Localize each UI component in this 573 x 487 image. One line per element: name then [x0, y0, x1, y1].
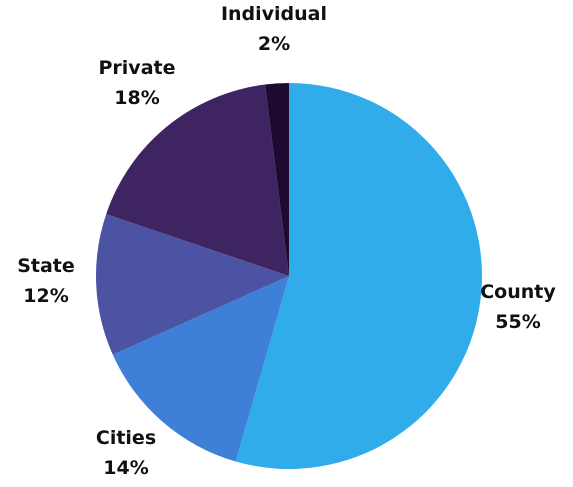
slice-value-private: 18%	[114, 87, 159, 109]
slice-state	[96, 214, 290, 355]
slice-label-private: Private	[99, 57, 176, 79]
slice-label-state: State	[17, 255, 75, 277]
slice-county	[235, 83, 482, 469]
slice-cities	[112, 276, 290, 462]
slice-label-county: County	[480, 281, 556, 303]
pie-labels: County 55% Cities 14% State 12% Private 18% Indi…	[17, 3, 556, 479]
slice-value-cities: 14%	[103, 457, 148, 479]
slice-label-cities: Cities	[96, 427, 156, 449]
slice-value-individual: 2%	[258, 33, 290, 55]
slice-individual	[265, 83, 289, 276]
pie-slices	[96, 83, 482, 469]
slice-value-county: 55%	[495, 311, 540, 333]
slice-label-individual: Individual	[221, 3, 327, 25]
slice-value-state: 12%	[23, 285, 68, 307]
slice-private	[106, 84, 289, 277]
